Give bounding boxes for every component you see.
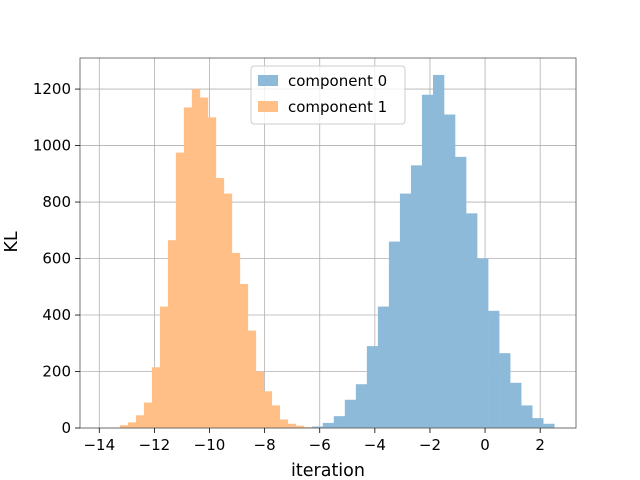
histogram-bar <box>207 117 217 428</box>
y-tick-label: 600 <box>42 250 71 268</box>
histogram-bar <box>199 97 209 428</box>
histogram-bar <box>488 310 500 428</box>
y-axis-title: KL <box>2 231 22 252</box>
histogram-bar <box>421 94 434 428</box>
legend-label: component 1 <box>288 98 387 116</box>
series-0-bars <box>311 74 555 428</box>
x-tick-label: 2 <box>535 436 545 454</box>
histogram-bar <box>255 371 265 428</box>
histogram-bar <box>239 283 249 428</box>
histogram-bar <box>543 423 555 428</box>
histogram-bar <box>215 178 225 428</box>
histogram-bar <box>377 306 390 428</box>
legend-box <box>250 65 406 125</box>
histogram-bar <box>231 252 241 428</box>
x-tick-label: −2 <box>419 436 441 454</box>
x-tick-label: −14 <box>83 436 115 454</box>
y-tick-label: 800 <box>42 193 71 211</box>
histogram-bar <box>466 213 478 428</box>
histogram-bar <box>175 152 185 428</box>
histogram-bar <box>295 425 305 428</box>
histogram-bar <box>444 114 456 428</box>
histogram-bar <box>410 165 423 428</box>
x-tick-label: −8 <box>254 436 276 454</box>
histogram-bar <box>247 330 257 428</box>
histogram-bar <box>183 107 193 428</box>
histogram-bar <box>477 258 489 428</box>
histogram-bar <box>143 402 153 428</box>
histogram-bar <box>287 423 297 428</box>
histogram-bar <box>191 89 201 429</box>
histogram-bar <box>499 353 511 428</box>
histogram-bar <box>167 240 177 428</box>
histogram-bar <box>322 422 335 428</box>
legend: component 0 component 1 <box>250 65 406 125</box>
histogram-bar <box>532 418 544 428</box>
histogram-bar <box>510 382 522 428</box>
histogram-bar <box>355 384 368 428</box>
x-tick-label: 0 <box>480 436 490 454</box>
histogram-bar <box>127 422 137 428</box>
histogram-bar <box>159 306 169 428</box>
y-tick-label: 0 <box>61 419 71 437</box>
histogram-bar <box>455 156 467 428</box>
x-tick-label: −6 <box>309 436 331 454</box>
x-axis-ticks: −14 −12 −10 −8 −6 −4 −2 0 2 <box>83 428 545 454</box>
histogram-bars <box>119 74 555 429</box>
histogram-bar <box>119 425 129 428</box>
legend-label: component 0 <box>288 72 387 90</box>
legend-swatch <box>258 75 278 86</box>
histogram-bar <box>271 405 281 428</box>
histogram-bar <box>263 391 273 428</box>
histogram-bar <box>388 241 401 428</box>
legend-swatch <box>258 101 278 112</box>
histogram-bar <box>521 405 533 428</box>
x-axis-title: iteration <box>291 461 365 480</box>
histogram-bar <box>432 74 445 428</box>
plot-frame <box>79 57 577 429</box>
histogram-bar <box>303 427 313 428</box>
y-axis-ticks: 0 200 400 600 800 1000 1200 <box>33 80 80 437</box>
histogram-bar <box>311 426 324 428</box>
histogram-bar <box>279 419 289 428</box>
x-tick-label: −12 <box>139 436 171 454</box>
histogram-bar <box>135 415 145 428</box>
histogram-bar <box>151 367 161 428</box>
histogram-bar <box>366 346 379 428</box>
y-tick-label: 1200 <box>33 80 71 98</box>
histogram-bar <box>344 399 357 428</box>
x-tick-label: −4 <box>364 436 386 454</box>
y-tick-label: 1000 <box>33 137 71 155</box>
histogram-bar <box>223 193 233 428</box>
histogram-bar <box>399 193 412 428</box>
y-tick-label: 200 <box>42 363 71 381</box>
histogram-bar <box>333 416 346 428</box>
series-1-bars <box>119 89 313 429</box>
y-tick-label: 400 <box>42 306 71 324</box>
x-tick-label: −10 <box>194 436 226 454</box>
